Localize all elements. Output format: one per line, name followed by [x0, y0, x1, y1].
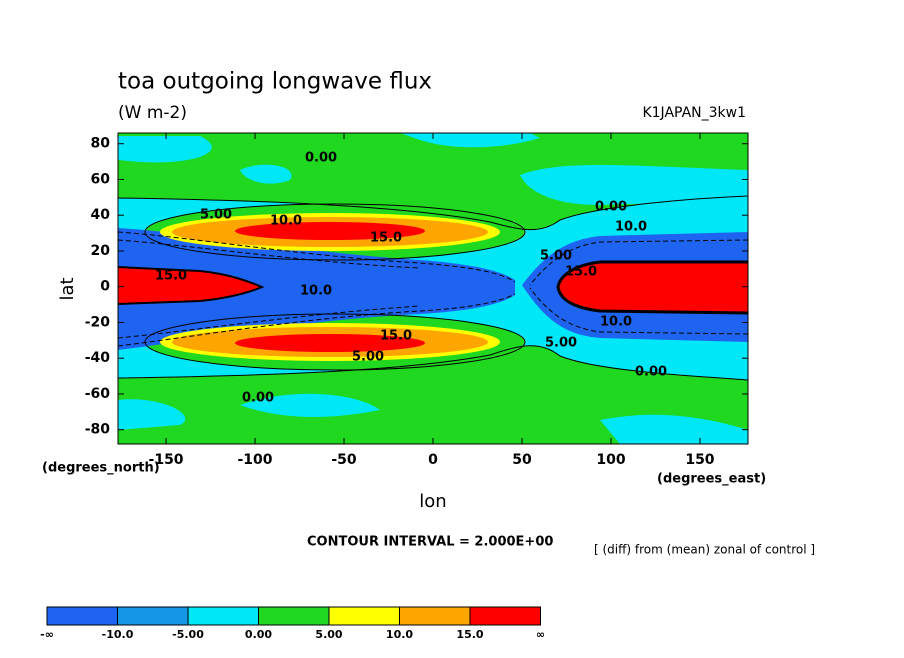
colorbar-swatch: [46, 606, 118, 626]
subtitle: (W m-2): [118, 103, 187, 123]
colorbar-label: 0.00: [245, 628, 272, 641]
contour-label: 5.00: [540, 249, 572, 264]
contour-label: 10.0: [615, 220, 647, 235]
contour-label: 5.00: [545, 336, 577, 351]
contour-label: 5.00: [200, 208, 232, 223]
colorbar-label: 10.0: [386, 628, 413, 641]
x-tick-label: 0: [428, 452, 438, 468]
contour-label: 5.00: [352, 350, 384, 365]
contour-interval: CONTOUR INTERVAL = 2.000E+00: [307, 535, 553, 550]
contour-label: 10.0: [300, 284, 332, 299]
contour-label: 15.0: [380, 329, 412, 344]
y-tick-label: -80: [85, 422, 111, 438]
colorbar-label: -∞: [40, 628, 54, 641]
contour-labels: 0.00 0.00 0.00 0.00 5.00 5.00 5.00 5.00 …: [155, 151, 667, 406]
contour-label: 0.00: [305, 151, 337, 166]
y-tick-label: 20: [91, 243, 111, 259]
colorbar-swatch: [399, 606, 471, 626]
y-tick-label: 0: [100, 279, 110, 295]
x-tick-label: -50: [331, 452, 357, 468]
x-tick-label: -150: [149, 452, 184, 468]
colorbar-label: 5.00: [315, 628, 342, 641]
contour-label: 10.0: [600, 315, 632, 330]
note: [ (diff) from (mean) zonal of control ]: [594, 543, 815, 557]
contour-label: 0.00: [242, 391, 274, 406]
contour-label: 15.0: [370, 231, 402, 246]
x-tick-label: 50: [512, 452, 532, 468]
x-axis-label: lon: [419, 491, 446, 512]
colorbar-label: 15.0: [456, 628, 483, 641]
contour-label: 10.0: [270, 214, 302, 229]
y-tick-label: 60: [91, 171, 111, 187]
y-units: (degrees_north): [42, 461, 160, 476]
contour-label: 0.00: [595, 200, 627, 215]
x-tick-label: 150: [685, 452, 714, 468]
red-region: [235, 334, 425, 352]
contour-label: 15.0: [565, 265, 597, 280]
colorbar-swatch: [117, 606, 189, 626]
colorbar-swatch: [258, 606, 330, 626]
colorbar-label: -5.00: [172, 628, 204, 641]
x-tick-label: -100: [238, 452, 273, 468]
dataset: K1JAPAN_3kw1: [642, 105, 746, 121]
x-tick-label: 100: [596, 452, 625, 468]
colorbar-swatch: [328, 606, 400, 626]
y-tick-label: -60: [85, 386, 111, 402]
red-region: [235, 222, 425, 240]
colorbar-label: -10.0: [102, 628, 134, 641]
y-tick-label: -40: [85, 350, 111, 366]
colorbar-label: ∞: [536, 628, 545, 641]
x-units: (degrees_east): [657, 472, 766, 487]
colorbar-swatch: [187, 606, 259, 626]
contour-label: 0.00: [635, 365, 667, 380]
contour-lines: [117, 195, 749, 381]
contour-label: 15.0: [155, 269, 187, 284]
red-region: [558, 262, 748, 313]
chart-title: toa outgoing longwave flux: [118, 69, 432, 95]
cyan-patch: [118, 133, 748, 444]
y-tick-label: 80: [91, 136, 111, 152]
y-axis-label: lat: [57, 277, 78, 300]
colorbar-swatch: [469, 606, 541, 626]
y-tick-label: 40: [91, 207, 111, 223]
y-tick-label: -20: [85, 314, 111, 330]
plot-area: [117, 132, 749, 445]
